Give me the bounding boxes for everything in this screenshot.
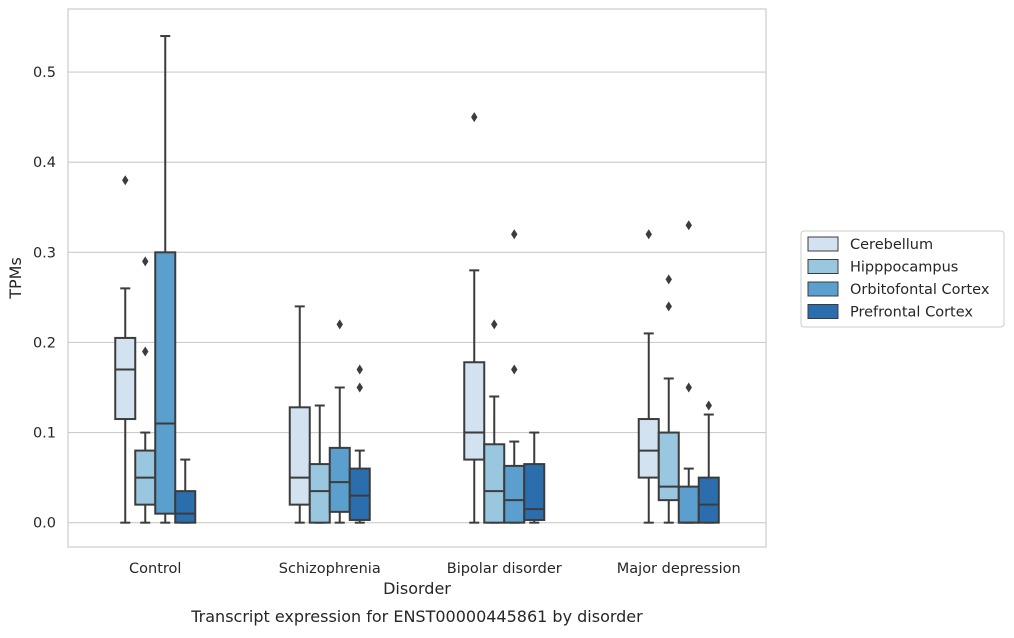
box-iqr	[288, 406, 311, 506]
x-tick-label: Major depression	[617, 561, 741, 577]
legend-items: Cerebellum Hipppocampus Orbitofontal Corte…	[807, 236, 990, 321]
box-plot	[503, 229, 526, 524]
box-plot	[328, 319, 351, 524]
legend-label: Orbitofontal Cortex	[850, 282, 990, 298]
box-iqr	[483, 443, 506, 524]
box-iqr	[174, 490, 197, 524]
y-tick-label: 0.2	[33, 335, 56, 351]
x-tick-labels: Control Schizophrenia Bipolar disorder Majo…	[129, 561, 741, 577]
box-plot	[657, 274, 680, 524]
outlier-point	[471, 112, 478, 123]
box-plot	[523, 431, 546, 524]
box-plot	[483, 319, 506, 524]
box-iqr	[677, 485, 700, 524]
legend-swatch	[807, 304, 839, 319]
x-tick-label: Schizophrenia	[279, 561, 381, 577]
outlier-point	[705, 400, 712, 411]
box-layer	[114, 35, 720, 524]
legend-swatch	[807, 259, 839, 274]
x-tick-label: Bipolar disorder	[447, 561, 562, 577]
y-tick-label: 0.0	[33, 516, 56, 532]
box-iqr	[114, 336, 137, 421]
box-plot	[637, 229, 660, 524]
y-tick-label: 0.5	[33, 65, 56, 81]
box-iqr	[154, 251, 177, 515]
outlier-point	[142, 256, 149, 267]
outlier-point	[491, 319, 498, 330]
outlier-point	[356, 382, 363, 393]
legend-label: Prefrontal Cortex	[850, 305, 973, 321]
y-tick-label: 0.1	[33, 426, 56, 442]
box-plot	[174, 458, 197, 524]
box-iqr	[308, 463, 331, 524]
legend-swatch	[807, 281, 839, 297]
outlier-point	[142, 346, 149, 357]
plot-frame	[67, 8, 767, 548]
box-iqr	[637, 418, 660, 479]
box-plot	[154, 35, 177, 524]
box-iqr	[657, 431, 680, 502]
y-tick-label: 0.3	[33, 245, 56, 261]
legend: Cerebellum Hipppocampus Orbitofontal Corte…	[800, 230, 1005, 328]
box-plot	[288, 305, 311, 524]
outlier-point	[511, 229, 518, 240]
box-plot	[697, 400, 720, 524]
outlier-point	[685, 220, 692, 231]
legend-label: Cerebellum	[850, 237, 933, 253]
y-axis-label: TPMs	[6, 257, 25, 300]
box-iqr	[697, 476, 720, 524]
box-plot	[308, 404, 331, 524]
outlier-point	[645, 229, 652, 240]
chart-caption: Transcript expression for ENST0000044586…	[190, 607, 643, 626]
box-plot	[463, 112, 486, 524]
box-plot	[348, 364, 371, 524]
outlier-point	[122, 175, 129, 186]
box-iqr	[348, 467, 371, 521]
outlier-point	[685, 382, 692, 393]
legend-label: Hipppocampus	[850, 260, 958, 276]
box-iqr	[463, 361, 486, 461]
box-plot	[677, 220, 700, 524]
legend-swatch	[807, 236, 839, 252]
box-iqr	[523, 463, 546, 521]
legend-frame	[800, 230, 1005, 328]
x-axis-label: Disorder	[383, 579, 451, 598]
outlier-point	[511, 364, 518, 375]
box-iqr	[503, 464, 526, 524]
x-tick-label: Control	[129, 561, 181, 577]
outlier-point	[665, 274, 672, 285]
outlier-point	[356, 364, 363, 375]
outlier-point	[336, 319, 343, 330]
box-plot	[114, 175, 137, 524]
box-iqr	[328, 446, 351, 513]
box-plot	[134, 256, 157, 524]
y-tick-labels: 0.0 0.1 0.2 0.3 0.4 0.5	[33, 65, 56, 532]
outlier-point	[665, 301, 672, 312]
y-tick-label: 0.4	[33, 155, 56, 171]
